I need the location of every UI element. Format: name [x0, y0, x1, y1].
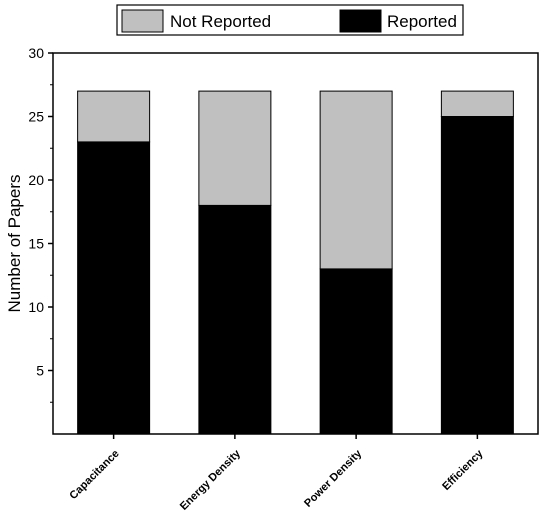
- x-tick-label: Power Density: [302, 447, 365, 510]
- bar-reported-energy-density: [198, 204, 272, 435]
- y-tick-label: 10: [28, 299, 44, 315]
- bar-reported-efficiency: [440, 116, 514, 435]
- y-tick-label: 25: [28, 109, 44, 125]
- bar-reported-capacitance: [77, 141, 151, 435]
- axes-layer: [48, 52, 539, 439]
- bar-reported-power-density: [319, 268, 393, 435]
- y-tick-label: 15: [28, 236, 44, 252]
- x-tick-label: Efficiency: [440, 447, 486, 493]
- x-tick-label: Capacitance: [67, 448, 121, 502]
- x-tick-label: Energy Density: [178, 447, 244, 513]
- legend-label-not-reported: Not Reported: [170, 12, 271, 31]
- legend-swatch-reported: [339, 9, 382, 33]
- bar-not-reported-power-density: [319, 90, 393, 270]
- y-tick-label: 30: [28, 45, 44, 61]
- legend: Not Reported Reported: [116, 4, 464, 36]
- bar-not-reported-efficiency: [440, 90, 514, 117]
- y-tick-label: 5: [36, 363, 44, 379]
- legend-label-reported: Reported: [387, 12, 457, 31]
- bar-not-reported-energy-density: [198, 90, 272, 206]
- bars-layer: [77, 90, 514, 435]
- legend-box: [116, 4, 464, 36]
- bar-not-reported-capacitance: [77, 90, 151, 143]
- y-axis-title: Number of Papers: [5, 175, 24, 313]
- y-tick-label: 20: [28, 172, 44, 188]
- legend-swatch-not-reported: [121, 9, 164, 33]
